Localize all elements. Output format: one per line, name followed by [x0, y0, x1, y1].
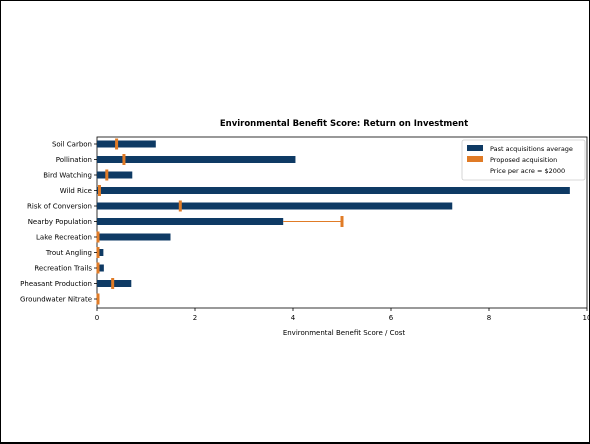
y-tick-label: Soil Carbon [52, 141, 92, 149]
legend-swatch-proposed [467, 156, 483, 162]
proposed-acquisition-marker [122, 154, 126, 165]
proposed-acquisition-markers [96, 138, 344, 305]
proposed-acquisition-marker [340, 216, 344, 227]
proposed-acquisition-marker [96, 293, 100, 305]
proposed-acquisition-marker [96, 247, 100, 258]
past-acquisition-bar [97, 187, 570, 194]
legend-box [461, 139, 586, 181]
y-tick-label: Wild Rice [60, 187, 92, 195]
proposed-acquisition-marker [178, 200, 182, 212]
past-acquisition-bar [97, 156, 296, 163]
x-tick-label: 6 [389, 314, 394, 322]
y-tick-label: Bird Watching [43, 172, 92, 180]
proposed-acquisition-marker [97, 185, 101, 196]
past-acquisition-bar [97, 264, 104, 272]
y-tick-label: Trout Angling [45, 249, 92, 257]
proposed-acquisition-marker [111, 278, 115, 289]
legend-price-note: Price per acre = $2000 [490, 167, 565, 175]
legend: Past acquisitions average Proposed acqui… [461, 139, 586, 181]
y-tick-label: Groundwater Nitrate [20, 296, 92, 304]
legend-label-proposed: Proposed acquisition [490, 156, 557, 164]
proposed-acquisition-marker [105, 169, 109, 181]
y-tick-label: Pheasant Production [20, 280, 92, 288]
proposed-acquisition-marker [96, 231, 100, 243]
legend-label-past: Past acquisitions average [490, 145, 573, 153]
legend-swatch-past [467, 145, 483, 151]
y-tick-label: Lake Recreation [36, 234, 92, 242]
x-tick-label: 4 [291, 314, 296, 322]
proposed-acquisition-marker [96, 262, 100, 274]
past-acquisition-bar [97, 233, 171, 241]
y-tick-label: Recreation Trails [34, 265, 92, 273]
x-axis-ticks: 0 2 4 6 8 10 [95, 308, 590, 322]
x-tick-label: 0 [95, 314, 99, 322]
past-acquisition-bar [97, 140, 156, 148]
x-tick-label: 2 [193, 314, 197, 322]
y-tick-label: Risk of Conversion [27, 203, 92, 211]
y-tick-label: Nearby Population [28, 218, 92, 226]
y-tick-label: Pollination [56, 156, 92, 164]
past-acquisition-bar [97, 171, 133, 179]
chart-title: Environmental Benefit Score: Return on I… [220, 119, 468, 129]
past-acquisition-bar [97, 249, 104, 256]
past-acquisition-bar [97, 218, 284, 225]
x-axis-label: Environmental Benefit Score / Cost [283, 329, 406, 337]
y-axis-tick-labels: Soil Carbon Pollination Bird Watching Wild … [20, 141, 97, 304]
proposed-acquisition-marker [115, 138, 119, 150]
past-acquisition-bar [97, 202, 453, 210]
x-tick-label: 10 [583, 314, 590, 322]
x-tick-label: 8 [487, 314, 491, 322]
